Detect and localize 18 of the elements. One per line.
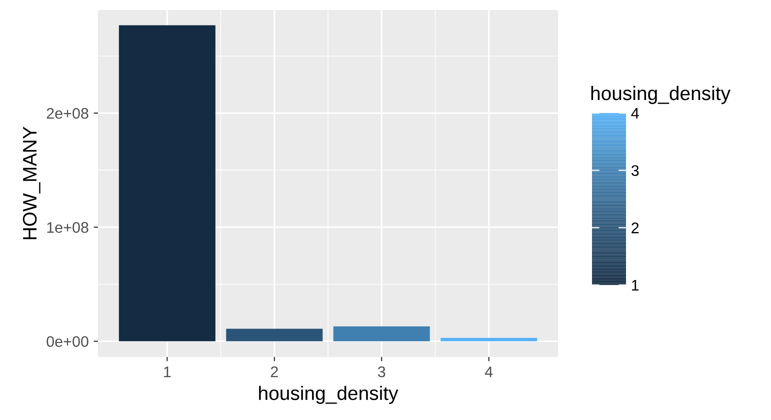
y-axis-title: HOW_MANY <box>22 126 40 240</box>
bar <box>118 25 216 342</box>
y-tick-label: 2e+08 <box>46 108 88 119</box>
y-tick-label: 0e+00 <box>46 336 88 347</box>
y-tick-label: 1e+08 <box>47 222 88 233</box>
x-tick-label: 4 <box>484 366 493 378</box>
x-tick-label: 1 <box>164 366 171 378</box>
color-bar-label: 4 <box>631 108 639 119</box>
x-tick-label: 2 <box>270 366 278 378</box>
bar <box>226 328 323 342</box>
bar <box>333 326 430 342</box>
color-bar-label: 1 <box>632 280 639 291</box>
bar <box>440 338 538 342</box>
x-axis-title: housing_density <box>259 386 398 404</box>
color-bar-label: 2 <box>632 222 639 234</box>
legend-title: housing_density <box>591 86 730 104</box>
color-bar-label: 3 <box>631 165 639 176</box>
x-tick-label: 3 <box>378 366 386 378</box>
